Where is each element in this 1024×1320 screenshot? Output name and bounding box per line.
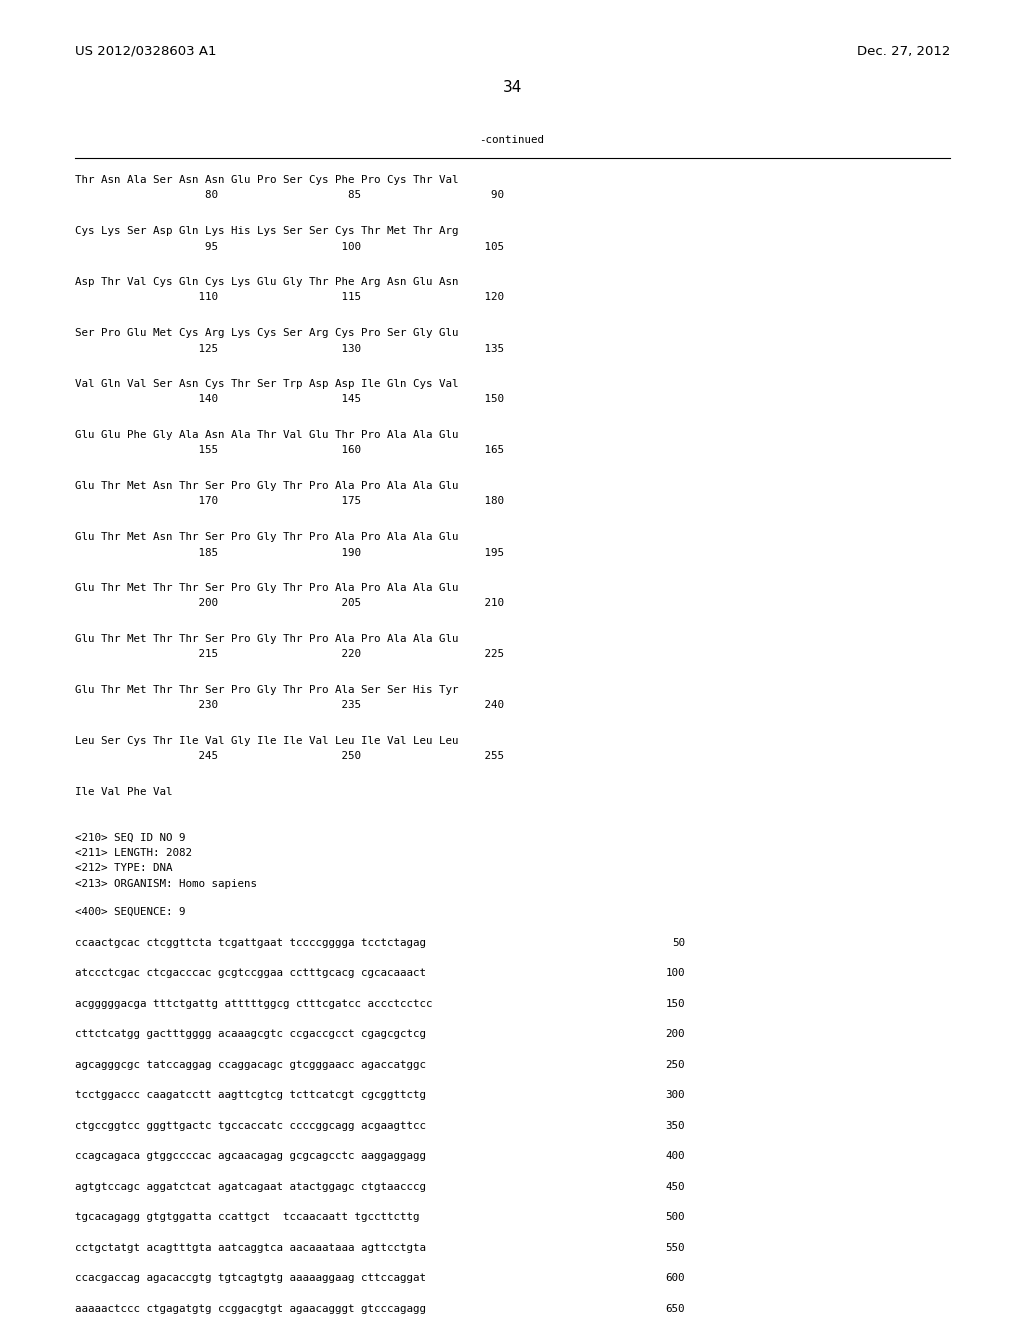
Text: <210> SEQ ID NO 9: <210> SEQ ID NO 9 (75, 833, 185, 842)
Text: Dec. 27, 2012: Dec. 27, 2012 (857, 45, 950, 58)
Text: 200: 200 (666, 1030, 685, 1039)
Text: Cys Lys Ser Asp Gln Lys His Lys Ser Ser Cys Thr Met Thr Arg: Cys Lys Ser Asp Gln Lys His Lys Ser Ser … (75, 226, 459, 236)
Text: Glu Thr Met Thr Thr Ser Pro Gly Thr Pro Ala Pro Ala Ala Glu: Glu Thr Met Thr Thr Ser Pro Gly Thr Pro … (75, 583, 459, 593)
Text: 500: 500 (666, 1213, 685, 1222)
Text: Ser Pro Glu Met Cys Arg Lys Cys Ser Arg Cys Pro Ser Gly Glu: Ser Pro Glu Met Cys Arg Lys Cys Ser Arg … (75, 327, 459, 338)
Text: ccacgaccag agacaccgtg tgtcagtgtg aaaaaggaag cttccaggat: ccacgaccag agacaccgtg tgtcagtgtg aaaaagg… (75, 1274, 426, 1283)
Text: US 2012/0328603 A1: US 2012/0328603 A1 (75, 45, 216, 58)
Text: 34: 34 (503, 81, 521, 95)
Text: 350: 350 (666, 1121, 685, 1131)
Text: Glu Thr Met Thr Thr Ser Pro Gly Thr Pro Ala Pro Ala Ala Glu: Glu Thr Met Thr Thr Ser Pro Gly Thr Pro … (75, 634, 459, 644)
Text: ccaactgcac ctcggttcta tcgattgaat tccccgggga tcctctagag: ccaactgcac ctcggttcta tcgattgaat tccccgg… (75, 939, 426, 948)
Text: 200                   205                   210: 200 205 210 (75, 598, 504, 609)
Text: 230                   235                   240: 230 235 240 (75, 701, 504, 710)
Text: 100: 100 (666, 969, 685, 978)
Text: 125                   130                   135: 125 130 135 (75, 343, 504, 354)
Text: aaaaactccc ctgagatgtg ccggacgtgt agaacagggt gtcccagagg: aaaaactccc ctgagatgtg ccggacgtgt agaacag… (75, 1304, 426, 1313)
Text: tcctggaccc caagatcctt aagttcgtcg tcttcatcgt cgcggttctg: tcctggaccc caagatcctt aagttcgtcg tcttcat… (75, 1090, 426, 1101)
Text: 150: 150 (666, 999, 685, 1008)
Text: Glu Thr Met Thr Thr Ser Pro Gly Thr Pro Ala Ser Ser His Tyr: Glu Thr Met Thr Thr Ser Pro Gly Thr Pro … (75, 685, 459, 696)
Text: <211> LENGTH: 2082: <211> LENGTH: 2082 (75, 847, 193, 858)
Text: cttctcatgg gactttgggg acaaagcgtc ccgaccgcct cgagcgctcg: cttctcatgg gactttgggg acaaagcgtc ccgaccg… (75, 1030, 426, 1039)
Text: 140                   145                   150: 140 145 150 (75, 395, 504, 404)
Text: acgggggacga tttctgattg atttttggcg ctttcgatcc accctcctcc: acgggggacga tttctgattg atttttggcg ctttcg… (75, 999, 432, 1008)
Text: <213> ORGANISM: Homo sapiens: <213> ORGANISM: Homo sapiens (75, 879, 257, 888)
Text: agcagggcgc tatccaggag ccaggacagc gtcgggaacc agaccatggc: agcagggcgc tatccaggag ccaggacagc gtcggga… (75, 1060, 426, 1071)
Text: 185                   190                   195: 185 190 195 (75, 548, 504, 557)
Text: ccagcagaca gtggccccac agcaacagag gcgcagcctc aaggaggagg: ccagcagaca gtggccccac agcaacagag gcgcagc… (75, 1151, 426, 1162)
Text: Leu Ser Cys Thr Ile Val Gly Ile Ile Val Leu Ile Val Leu Leu: Leu Ser Cys Thr Ile Val Gly Ile Ile Val … (75, 737, 459, 746)
Text: 95                   100                   105: 95 100 105 (75, 242, 504, 252)
Text: 550: 550 (666, 1243, 685, 1253)
Text: <212> TYPE: DNA: <212> TYPE: DNA (75, 863, 172, 874)
Text: 170                   175                   180: 170 175 180 (75, 496, 504, 507)
Text: 110                   115                   120: 110 115 120 (75, 293, 504, 302)
Text: 215                   220                   225: 215 220 225 (75, 649, 504, 660)
Text: 245                   250                   255: 245 250 255 (75, 751, 504, 762)
Text: agtgtccagc aggatctcat agatcagaat atactggagc ctgtaacccg: agtgtccagc aggatctcat agatcagaat atactgg… (75, 1181, 426, 1192)
Text: Thr Asn Ala Ser Asn Asn Glu Pro Ser Cys Phe Pro Cys Thr Val: Thr Asn Ala Ser Asn Asn Glu Pro Ser Cys … (75, 176, 459, 185)
Text: Val Gln Val Ser Asn Cys Thr Ser Trp Asp Asp Ile Gln Cys Val: Val Gln Val Ser Asn Cys Thr Ser Trp Asp … (75, 379, 459, 389)
Text: Glu Thr Met Asn Thr Ser Pro Gly Thr Pro Ala Pro Ala Ala Glu: Glu Thr Met Asn Thr Ser Pro Gly Thr Pro … (75, 480, 459, 491)
Text: 400: 400 (666, 1151, 685, 1162)
Text: Asp Thr Val Cys Gln Cys Lys Glu Gly Thr Phe Arg Asn Glu Asn: Asp Thr Val Cys Gln Cys Lys Glu Gly Thr … (75, 277, 459, 286)
Text: 650: 650 (666, 1304, 685, 1313)
Text: atccctcgac ctcgacccac gcgtccggaa cctttgcacg cgcacaaact: atccctcgac ctcgacccac gcgtccggaa cctttgc… (75, 969, 426, 978)
Text: tgcacagagg gtgtggatta ccattgct  tccaacaatt tgccttcttg: tgcacagagg gtgtggatta ccattgct tccaacaat… (75, 1213, 420, 1222)
Text: 80                    85                    90: 80 85 90 (75, 190, 504, 201)
Text: ctgccggtcc gggttgactc tgccaccatc ccccggcagg acgaagttcc: ctgccggtcc gggttgactc tgccaccatc ccccggc… (75, 1121, 426, 1131)
Text: Glu Thr Met Asn Thr Ser Pro Gly Thr Pro Ala Pro Ala Ala Glu: Glu Thr Met Asn Thr Ser Pro Gly Thr Pro … (75, 532, 459, 543)
Text: 155                   160                   165: 155 160 165 (75, 445, 504, 455)
Text: 300: 300 (666, 1090, 685, 1101)
Text: 50: 50 (672, 939, 685, 948)
Text: Glu Glu Phe Gly Ala Asn Ala Thr Val Glu Thr Pro Ala Ala Glu: Glu Glu Phe Gly Ala Asn Ala Thr Val Glu … (75, 430, 459, 440)
Text: -continued: -continued (479, 135, 545, 145)
Text: 600: 600 (666, 1274, 685, 1283)
Text: 450: 450 (666, 1181, 685, 1192)
Text: <400> SEQUENCE: 9: <400> SEQUENCE: 9 (75, 907, 185, 916)
Text: cctgctatgt acagtttgta aatcaggtca aacaaataaa agttcctgta: cctgctatgt acagtttgta aatcaggtca aacaaat… (75, 1243, 426, 1253)
Text: 250: 250 (666, 1060, 685, 1071)
Text: Ile Val Phe Val: Ile Val Phe Val (75, 787, 172, 797)
